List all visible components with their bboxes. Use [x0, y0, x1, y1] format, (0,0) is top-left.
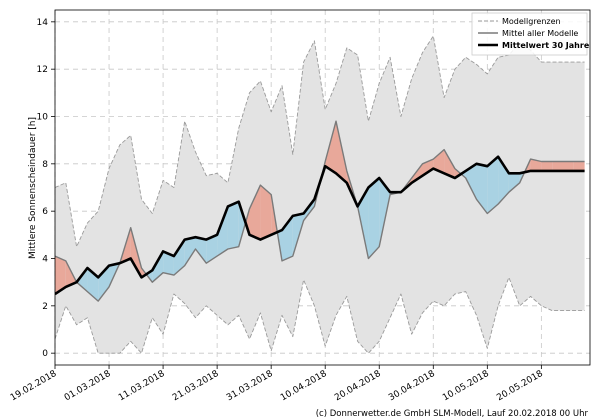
y-tick-label: 10 [37, 113, 49, 123]
deviation-fill [76, 268, 88, 292]
y-tick-label: 12 [37, 65, 48, 75]
x-tick-label: 21.03.2018 [171, 369, 221, 404]
deviation-fill [238, 201, 246, 247]
deviation-fill [260, 185, 272, 240]
model-upper-bound-line [55, 35, 585, 248]
credit-text: (c) Donnerwetter.de GmbH SLM-Modell, Lau… [316, 409, 589, 419]
model-lower-bound-line [55, 276, 585, 354]
deviation-fill [249, 185, 261, 240]
deviation-fill [476, 163, 488, 214]
x-tick-label: 20.04.2018 [333, 369, 383, 404]
deviation-fill [227, 201, 239, 249]
y-tick-label: 0 [42, 349, 48, 359]
deviation-fill [55, 256, 66, 294]
legend: Modellgrenzen Mittel aller Modelle Mitte… [471, 12, 590, 56]
climate-mean-line [55, 155, 585, 296]
y-tick-label: 4 [42, 255, 48, 265]
deviation-fill [325, 121, 336, 174]
x-tick-label: 20.05.2018 [495, 369, 545, 404]
deviation-fill [379, 178, 391, 247]
deviation-fill [368, 178, 380, 259]
x-tick-label: 30.04.2018 [387, 369, 437, 404]
deviation-fill [530, 159, 542, 171]
legend-label-mittel: Mittel aller Modelle [502, 29, 578, 38]
deviation-fill [357, 187, 369, 259]
x-tick-label: 10.05.2018 [441, 369, 491, 404]
deviation-fill [487, 156, 499, 214]
x-tick-label: 11.03.2018 [117, 369, 167, 404]
legend-label-modellgrenzen: Modellgrenzen [502, 17, 561, 26]
deviation-fill [444, 149, 455, 178]
x-tick-label: 19.02.2018 [9, 369, 59, 404]
y-axis-ticks: 0 2 4 6 8 10 12 14 [37, 18, 55, 359]
x-tick-label: 31.03.2018 [225, 369, 275, 404]
deviation-fill [206, 234, 218, 264]
y-tick-label: 8 [42, 160, 48, 170]
x-axis-ticks: 19.02.2018 01.03.2018 11.03.2018 21.03.2018… [9, 365, 545, 403]
deviation-fill [563, 161, 574, 171]
x-tick-label: 10.04.2018 [279, 369, 329, 404]
legend-label-mittelwert: Mittelwert 30 Jahre [502, 41, 590, 50]
legend-box [471, 12, 588, 56]
deviation-fill [508, 173, 520, 193]
deviation-fill [541, 161, 553, 171]
deviation-fill [498, 156, 509, 205]
plot-frame [54, 9, 591, 366]
deviation-fill [173, 239, 185, 276]
deviation-fill [411, 163, 423, 183]
deviation-fill [552, 161, 563, 171]
deviation-fill [217, 206, 228, 257]
deviation-fill [465, 163, 477, 200]
deviation-fill [195, 237, 207, 264]
y-tick-label: 14 [37, 18, 49, 28]
deviation-fill [184, 237, 196, 266]
model-range-band [55, 36, 585, 354]
y-tick-label: 6 [42, 207, 48, 217]
y-tick-label: 2 [42, 302, 48, 312]
deviation-fill [433, 149, 445, 174]
deviation-fill [163, 251, 174, 276]
y-axis-label: Mittlere Sonnenscheindauer [h] [28, 117, 38, 259]
x-tick-label: 01.03.2018 [63, 369, 113, 404]
deviation-fill [573, 161, 585, 171]
